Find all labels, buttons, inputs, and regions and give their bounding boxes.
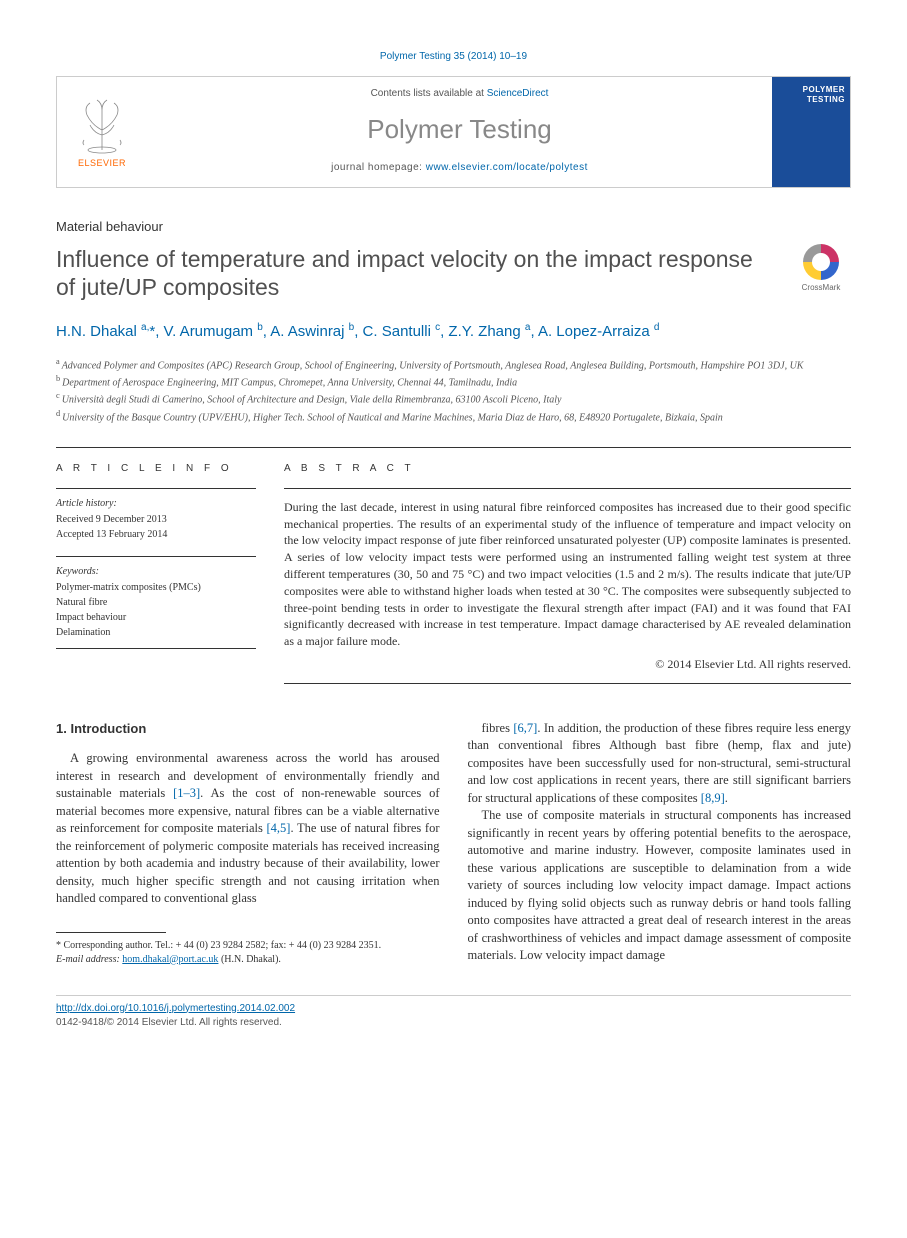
affiliations-list: aAdvanced Polymer and Composites (APC) R…: [56, 356, 851, 425]
crossmark-icon: [803, 244, 839, 280]
article-category: Material behaviour: [56, 218, 851, 236]
accepted-date: Accepted 13 February 2014: [56, 527, 256, 542]
section-number: 1.: [56, 721, 67, 736]
affiliation-line: cUniversità degli Studi di Camerino, Sch…: [56, 390, 851, 407]
article-info-column: A R T I C L E I N F O Article history: R…: [56, 462, 256, 684]
section-title: Introduction: [70, 721, 146, 736]
journal-cover-thumbnail: POLYMER TESTING: [772, 77, 850, 187]
keywords-list: Polymer-matrix composites (PMCs)Natural …: [56, 580, 256, 640]
crossmark-label: CrossMark: [791, 282, 851, 293]
journal-header: ELSEVIER Contents lists available at Sci…: [56, 76, 851, 188]
body-paragraph: A growing environmental awareness across…: [56, 750, 440, 908]
abstract-copyright: © 2014 Elsevier Ltd. All rights reserved…: [284, 656, 851, 673]
article-title: Influence of temperature and impact velo…: [56, 245, 851, 303]
affiliation-line: aAdvanced Polymer and Composites (APC) R…: [56, 356, 851, 373]
homepage-link[interactable]: www.elsevier.com/locate/polytest: [426, 162, 588, 173]
contents-prefix: Contents lists available at: [371, 88, 487, 99]
homepage-prefix: journal homepage:: [331, 162, 426, 173]
body-paragraph: fibres [6,7]. In addition, the productio…: [468, 720, 852, 808]
keyword-item: Delamination: [56, 625, 256, 640]
reference-link[interactable]: [4,5]: [267, 821, 291, 835]
publisher-name: ELSEVIER: [78, 157, 126, 170]
email-label: E-mail address:: [56, 954, 120, 965]
abstract-column: A B S T R A C T During the last decade, …: [284, 462, 851, 684]
article-info-heading: A R T I C L E I N F O: [56, 462, 256, 476]
body-column-right: fibres [6,7]. In addition, the productio…: [468, 720, 852, 967]
body-paragraph: The use of composite materials in struct…: [468, 807, 852, 965]
elsevier-tree-icon: [72, 95, 132, 155]
publisher-logo: ELSEVIER: [57, 77, 147, 187]
corresponding-author-note: * Corresponding author. Tel.: + 44 (0) 2…: [56, 939, 440, 953]
body-text-columns: 1. Introduction A growing environmental …: [56, 720, 851, 967]
sciencedirect-link[interactable]: ScienceDirect: [487, 88, 549, 99]
corresponding-email-link[interactable]: hom.dhakal@port.ac.uk: [122, 954, 218, 965]
cover-title: POLYMER TESTING: [777, 85, 845, 104]
journal-title: Polymer Testing: [147, 111, 772, 147]
abstract-text: During the last decade, interest in usin…: [284, 500, 851, 648]
authors-list: H.N. Dhakal a,*, V. Arumugam b, A. Aswin…: [56, 320, 851, 344]
contents-available-line: Contents lists available at ScienceDirec…: [147, 87, 772, 101]
page-footer: http://dx.doi.org/10.1016/j.polymertesti…: [56, 995, 851, 1030]
crossmark-badge[interactable]: CrossMark: [791, 244, 851, 292]
footnotes: * Corresponding author. Tel.: + 44 (0) 2…: [56, 939, 440, 967]
doi-link[interactable]: http://dx.doi.org/10.1016/j.polymertesti…: [56, 1003, 295, 1014]
section-heading: 1. Introduction: [56, 720, 440, 738]
body-column-left: 1. Introduction A growing environmental …: [56, 720, 440, 967]
issn-copyright-line: 0142-9418/© 2014 Elsevier Ltd. All right…: [56, 1016, 851, 1030]
journal-homepage-line: journal homepage: www.elsevier.com/locat…: [147, 161, 772, 175]
citation-line: Polymer Testing 35 (2014) 10–19: [56, 50, 851, 64]
keywords-label: Keywords:: [56, 565, 256, 579]
history-label: Article history:: [56, 497, 256, 511]
reference-link[interactable]: [8,9]: [701, 791, 725, 805]
received-date: Received 9 December 2013: [56, 512, 256, 527]
affiliation-line: dUniversity of the Basque Country (UPV/E…: [56, 408, 851, 425]
abstract-heading: A B S T R A C T: [284, 462, 851, 476]
keyword-item: Polymer-matrix composites (PMCs): [56, 580, 256, 595]
affiliation-line: bDepartment of Aerospace Engineering, MI…: [56, 373, 851, 390]
email-author-name: (H.N. Dhakal).: [221, 954, 281, 965]
footnote-rule: [56, 932, 166, 933]
reference-link[interactable]: [6,7]: [513, 721, 537, 735]
keyword-item: Impact behaviour: [56, 610, 256, 625]
keyword-item: Natural fibre: [56, 595, 256, 610]
reference-link[interactable]: [1–3]: [173, 786, 200, 800]
